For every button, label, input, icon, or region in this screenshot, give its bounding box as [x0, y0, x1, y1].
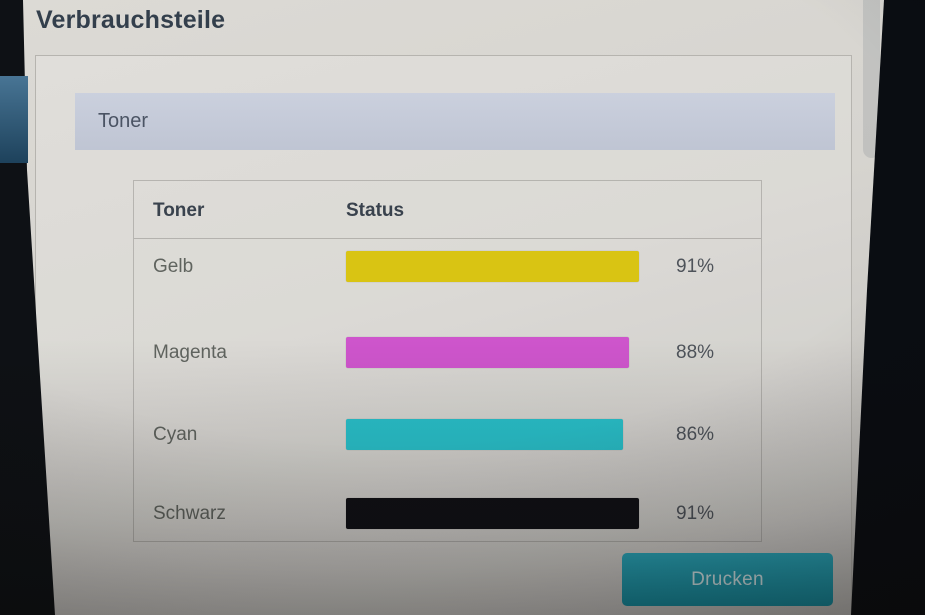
toner-name: Cyan	[153, 424, 198, 445]
toner-level-fill	[346, 337, 630, 368]
toner-rows: Gelb 91% Magenta 88% Cyan 86% Schwarz 91%	[134, 181, 761, 541]
print-button[interactable]: Drucken	[622, 553, 833, 606]
toner-percent: 91%	[676, 256, 715, 277]
toner-percent: 86%	[676, 424, 715, 445]
consumables-panel: Toner Toner Status Gelb 91% Magenta 88% Cyan…	[35, 55, 852, 615]
table-row: Cyan 86%	[134, 419, 761, 451]
scrollbar-thumb[interactable]	[863, 0, 880, 158]
table-row: Magenta 88%	[134, 337, 761, 369]
nav-highlight-sliver	[0, 76, 28, 163]
toner-level-track	[346, 337, 668, 368]
table-header-divider	[134, 238, 761, 239]
toner-level-fill	[346, 498, 640, 529]
page-title: Verbrauchsteile	[36, 6, 226, 34]
toner-table: Toner Status Gelb 91% Magenta 88% Cyan 86% Sch…	[133, 180, 762, 542]
toner-percent: 88%	[676, 342, 715, 363]
toner-name: Gelb	[153, 256, 194, 277]
table-row: Gelb 91%	[134, 251, 761, 283]
toner-level-track	[346, 251, 668, 282]
toner-level-track	[346, 419, 668, 450]
column-header-toner: Toner	[153, 200, 205, 221]
toner-level-fill	[346, 419, 623, 450]
toner-name: Schwarz	[153, 503, 226, 524]
toner-percent: 91%	[676, 503, 715, 524]
toner-name: Magenta	[153, 342, 227, 363]
column-header-status: Status	[346, 200, 405, 221]
toner-section-header[interactable]: Toner	[75, 93, 835, 150]
toner-level-track	[346, 498, 668, 529]
table-row: Schwarz 91%	[134, 498, 761, 530]
toner-level-fill	[346, 251, 640, 282]
